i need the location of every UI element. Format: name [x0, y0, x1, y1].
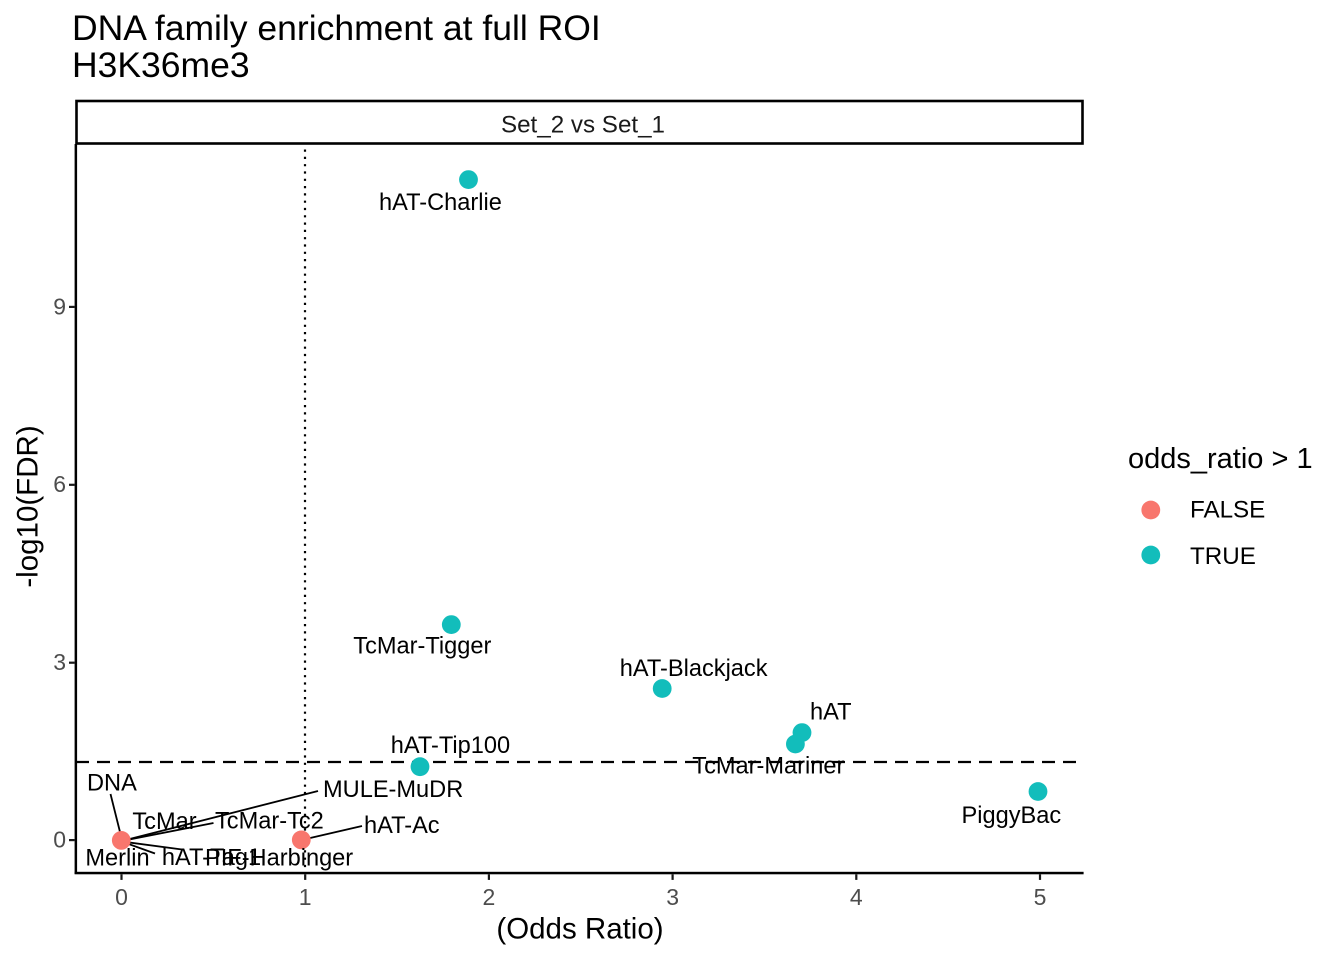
svg-text:TcMar-Tigger: TcMar-Tigger [353, 634, 491, 660]
svg-text:PIF-Harbinger: PIF-Harbinger [205, 846, 353, 872]
svg-text:DNA: DNA [87, 771, 137, 797]
svg-text:DNA family enrichment at full: DNA family enrichment at full ROI [72, 8, 601, 48]
svg-text:(Odds Ratio): (Odds Ratio) [496, 913, 663, 946]
svg-text:2: 2 [483, 884, 496, 910]
svg-text:MULE-MuDR: MULE-MuDR [323, 777, 463, 803]
svg-text:H3K36me3: H3K36me3 [72, 45, 250, 85]
svg-text:9: 9 [53, 293, 66, 319]
svg-text:hAT-Tip100: hAT-Tip100 [391, 733, 510, 759]
svg-text:hAT-Blackjack: hAT-Blackjack [620, 656, 768, 682]
svg-text:TcMar: TcMar [132, 809, 196, 835]
svg-text:0: 0 [53, 827, 66, 853]
svg-text:PiggyBac: PiggyBac [962, 803, 1062, 829]
svg-text:3: 3 [53, 649, 66, 675]
svg-text:1: 1 [299, 884, 312, 910]
svg-text:TcMar-Mariner: TcMar-Mariner [692, 754, 844, 780]
svg-text:0: 0 [115, 884, 128, 910]
svg-text:Set_2 vs Set_1: Set_2 vs Set_1 [501, 112, 665, 139]
svg-text:5: 5 [1034, 884, 1047, 910]
svg-text:6: 6 [53, 471, 66, 497]
svg-text:-log10(FDR): -log10(FDR) [12, 425, 45, 587]
svg-text:hAT-Charlie: hAT-Charlie [379, 190, 502, 216]
svg-text:FALSE: FALSE [1190, 497, 1265, 524]
svg-text:hAT-Ac: hAT-Ac [364, 813, 440, 839]
svg-text:4: 4 [850, 884, 863, 910]
svg-text:3: 3 [666, 884, 679, 910]
svg-text:odds_ratio > 1: odds_ratio > 1 [1128, 443, 1313, 475]
svg-text:hAT-Tag1: hAT-Tag1 [162, 845, 261, 871]
svg-text:hAT: hAT [810, 700, 852, 726]
svg-text:TcMar-Tc2: TcMar-Tc2 [215, 809, 324, 835]
svg-text:TRUE: TRUE [1190, 543, 1256, 570]
svg-text:Merlin: Merlin [85, 846, 149, 872]
